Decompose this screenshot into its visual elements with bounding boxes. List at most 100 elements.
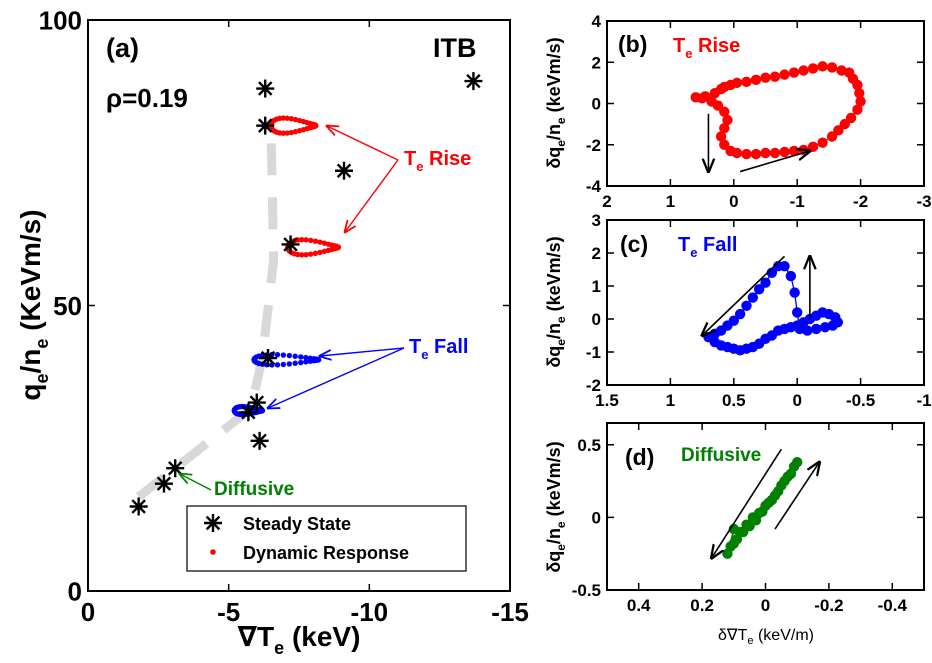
steady-state-point xyxy=(154,474,173,493)
panel-b-series xyxy=(690,61,866,160)
panel-d-xtick-label: -0.4 xyxy=(878,596,908,615)
panel-b-title-t: T xyxy=(673,35,685,57)
panel-c-title-sub: e xyxy=(690,245,697,260)
steady-state-point xyxy=(335,161,354,180)
panel-d-ytick-label: 0 xyxy=(592,509,601,528)
panel-b-point xyxy=(741,76,752,88)
panel-d-ylabel-q: δq xyxy=(544,551,564,573)
panel-b-ytick-label: 4 xyxy=(592,12,602,31)
rise-arrow-lower xyxy=(345,159,399,232)
loop-point xyxy=(286,352,293,359)
panel-c-ytick-label: 2 xyxy=(592,244,601,263)
panel-c-xtick-label: -1 xyxy=(916,391,931,410)
panel-b-point xyxy=(852,104,863,115)
panel-c-xtick-label: 0.5 xyxy=(722,391,746,410)
panel-b-ytick-label: 0 xyxy=(592,95,601,114)
panel-c-title-text: Fall xyxy=(697,234,737,256)
panel-c-point xyxy=(741,300,752,311)
panel-c-point xyxy=(792,307,803,318)
loop-point xyxy=(284,115,290,121)
fall-arrow-upper xyxy=(320,347,405,356)
panel-b-ytick-label: -4 xyxy=(586,177,602,196)
panel-a-ylabel: qe/ne (KeVm/s) xyxy=(15,209,52,400)
loop-point xyxy=(303,354,309,361)
loop-point xyxy=(298,354,304,360)
panel-d-ylabel-unit: (keVm/s) xyxy=(544,441,564,521)
panel-c-frame xyxy=(606,219,925,386)
panel-a-steady-points xyxy=(129,72,483,516)
panel-d-point xyxy=(725,541,736,552)
panel-b-point xyxy=(760,147,771,159)
panel-b-xtick-label: 1 xyxy=(666,192,675,211)
panel-a-trend xyxy=(135,122,279,501)
panel-b-point xyxy=(750,148,762,160)
legend-dynamic-label: Dynamic Response xyxy=(243,543,409,563)
panel-b-point xyxy=(769,147,781,159)
steady-state-point xyxy=(250,431,269,450)
panel-b-point xyxy=(760,72,771,83)
panel-b-frame xyxy=(606,20,925,187)
panel-b-point xyxy=(807,63,819,74)
panel-d-xtick-label: 0 xyxy=(761,596,770,615)
panel-d-arrow xyxy=(712,448,783,558)
panel-b-point xyxy=(719,123,730,134)
loop-point xyxy=(280,361,287,368)
panel-d-arrow xyxy=(774,462,819,530)
loop-point xyxy=(288,116,294,122)
panel-d-xlabel: δ∇Te (keV/m) xyxy=(718,627,814,647)
panel-a-tag: ITB xyxy=(433,33,477,63)
panel-c-xtick-label: 0 xyxy=(792,391,801,410)
loop-point xyxy=(308,251,314,257)
panel-b-title-text: Rise xyxy=(692,35,740,57)
steady-state-point xyxy=(256,79,275,98)
loop-point xyxy=(303,237,309,243)
panel-c-series xyxy=(703,261,843,356)
loop-point xyxy=(303,251,309,258)
panel-a: 0 -5 -10 -15 0 50 100 (a) ITB ρ=0.19 Te Rise T… xyxy=(15,5,529,658)
panel-d-title: Diffusive xyxy=(681,445,761,466)
panel-b-point xyxy=(779,69,790,80)
panel-c-ytick-label: -1 xyxy=(586,343,601,362)
panel-c-point xyxy=(789,287,800,298)
panel-a-rho: ρ=0.19 xyxy=(106,83,188,113)
panel-b-point xyxy=(788,67,800,78)
panel-b-xtick-label: 2 xyxy=(602,192,611,211)
panel-b-point xyxy=(769,71,781,82)
panel-d-xlabel-main: δ∇T xyxy=(718,627,748,644)
panel-c-point xyxy=(772,261,784,272)
legend-steady-label: Steady State xyxy=(243,514,351,534)
panel-c-point xyxy=(819,322,831,333)
diffusive-annotation: Diffusive xyxy=(214,479,294,500)
panel-b-title: Te Rise xyxy=(673,35,740,61)
rise-annotation: Te Rise xyxy=(404,148,471,174)
panel-c-ytick-label: -2 xyxy=(586,376,601,395)
panel-d-label: (d) xyxy=(625,444,654,470)
loop-point xyxy=(308,237,314,244)
panel-b-arrows xyxy=(708,113,809,172)
panel-a-ticks: 0 -5 -10 -15 0 50 100 xyxy=(39,5,529,627)
panel-a-ylabel-unit: (KeVm/s) xyxy=(15,209,46,338)
panel-b-ticks: 2 1 0 -1 -2 -3 -4 -2 0 2 4 xyxy=(586,12,932,211)
panel-a-xlabel-main: ∇T xyxy=(238,621,275,652)
panel-a-trend-line xyxy=(135,122,279,501)
panel-c-ylabel: δqe/ne (keVm/s) xyxy=(544,236,568,367)
panel-d-point xyxy=(782,471,793,482)
panel-c-point xyxy=(734,308,746,320)
steady-state-point xyxy=(247,393,266,412)
panel-a-xtick-label: -10 xyxy=(351,597,389,627)
panel-c-point xyxy=(753,284,765,295)
rise-arrow-upper xyxy=(327,126,399,161)
panel-b-point xyxy=(750,74,762,85)
panel-d-xtick-label: -0.2 xyxy=(814,596,843,615)
loop-point xyxy=(251,358,258,364)
panel-d-point xyxy=(769,490,781,501)
panel-a-xtick-label: -5 xyxy=(217,597,240,627)
panel-b-ylabel-sub1: e xyxy=(554,140,568,147)
panel-b-point xyxy=(817,137,828,148)
panel-d-point xyxy=(763,497,774,509)
panel-d-xtick-label: 0.4 xyxy=(627,596,651,615)
panel-c-ylabel-q: δq xyxy=(544,346,564,368)
panel-b-xtick-label: -1 xyxy=(790,192,805,211)
panel-c-point xyxy=(760,277,771,288)
panel-b-point xyxy=(706,96,717,107)
